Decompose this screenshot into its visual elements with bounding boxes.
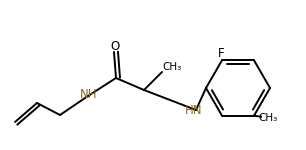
Text: NH: NH [80, 88, 98, 102]
Text: F: F [218, 47, 224, 60]
Text: CH₃: CH₃ [162, 62, 182, 72]
Text: O: O [110, 39, 120, 52]
Text: HN: HN [185, 105, 203, 117]
Text: CH₃: CH₃ [258, 113, 278, 123]
